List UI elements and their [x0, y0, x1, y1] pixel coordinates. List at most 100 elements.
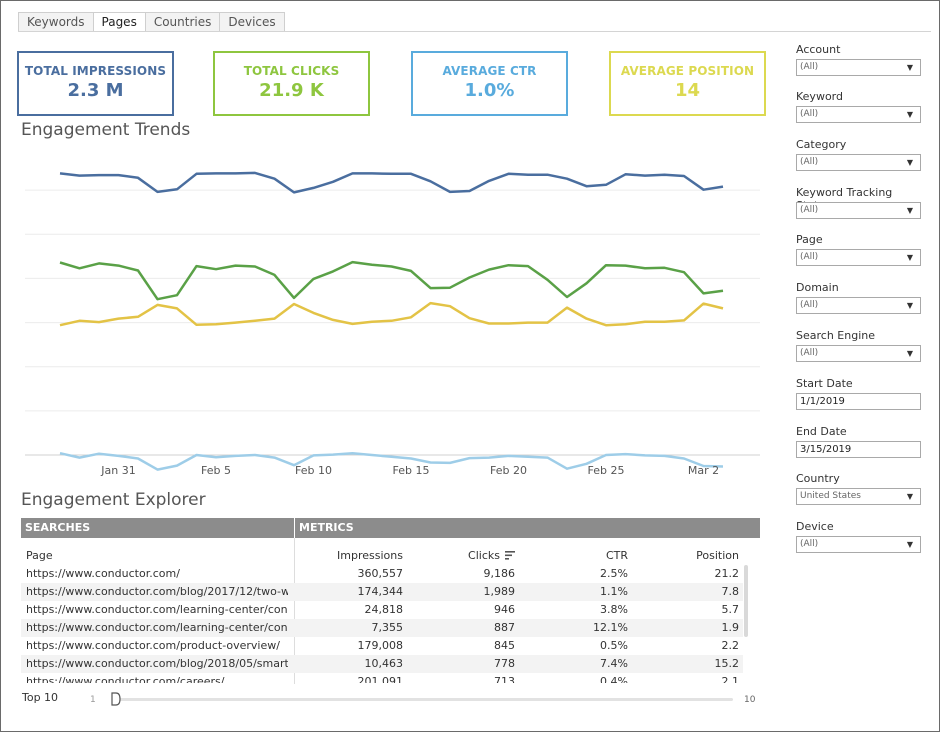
cell-ctr: 3.8% — [600, 603, 628, 616]
slider-max-label: 10 — [744, 695, 756, 705]
filter-value: 3/15/2019 — [800, 444, 852, 455]
page-dropdown[interactable]: (All) ▼ — [796, 249, 921, 266]
filter-value: United States — [800, 491, 861, 501]
filter-value: (All) — [800, 62, 819, 72]
series-line-ctr[interactable] — [59, 451, 724, 471]
device-dropdown[interactable]: (All) ▼ — [796, 536, 921, 553]
caret-down-icon[interactable]: ▼ — [906, 349, 913, 358]
filter-label: Device — [796, 520, 834, 533]
search-engine-dropdown[interactable]: (All) ▼ — [796, 345, 921, 362]
engagement-trends-chart[interactable]: Jan 31 Feb 5 Feb 10 Feb 15 Feb 20 Feb 25 Mar 2 — [25, 146, 760, 481]
filter-label: Category — [796, 138, 847, 151]
group-header-divider — [294, 518, 295, 538]
filter-value: 1/1/2019 — [800, 396, 845, 407]
filter-search-engine: Search Engine (All) ▼ — [796, 329, 921, 362]
cell-impressions: 360,557 — [357, 567, 404, 580]
caret-down-icon[interactable]: ▼ — [906, 253, 913, 262]
x-tick-label: Mar 2 — [688, 464, 719, 477]
caret-down-icon[interactable]: ▼ — [906, 63, 913, 72]
filter-keyword: Keyword (All) ▼ — [796, 90, 921, 123]
cell-position: 2.1 — [721, 675, 740, 683]
table-row[interactable]: https://www.conductor.com/blog/2018/05/s… — [21, 655, 743, 673]
series-line-position[interactable] — [59, 301, 724, 327]
tab-pages[interactable]: Pages — [93, 12, 146, 32]
country-dropdown[interactable]: United States ▼ — [796, 488, 921, 505]
kpi-label: TOTAL CLICKS — [243, 64, 340, 78]
caret-down-icon[interactable]: ▼ — [906, 301, 913, 310]
column-header-position[interactable]: Position — [696, 549, 739, 562]
cell-page[interactable]: https://www.conductor.com/blog/2018/05/s… — [26, 657, 288, 670]
tab-countries[interactable]: Countries — [145, 12, 221, 32]
cell-page[interactable]: https://www.conductor.com/careers/ — [26, 675, 225, 683]
cell-ctr: 12.1% — [593, 621, 628, 634]
filter-value: (All) — [800, 109, 819, 119]
kpi-total-impressions: TOTAL IMPRESSIONS 2.3 M — [17, 51, 174, 116]
filter-label: End Date — [796, 425, 847, 438]
cell-clicks: 1,989 — [483, 585, 516, 598]
kpi-value: 14 — [674, 80, 701, 101]
filter-value: (All) — [800, 157, 819, 167]
keyword-tracking-status-dropdown[interactable]: (All) ▼ — [796, 202, 921, 219]
cell-position: 2.2 — [721, 639, 740, 652]
account-dropdown[interactable]: (All) ▼ — [796, 59, 921, 76]
top-n-slider-handle[interactable] — [109, 692, 121, 706]
cell-impressions: 174,344 — [357, 585, 404, 598]
cell-ctr: 2.5% — [600, 567, 628, 580]
table-row[interactable]: https://www.conductor.com/learning-cente… — [21, 619, 743, 637]
column-header-page[interactable]: Page — [26, 549, 53, 562]
kpi-average-ctr: AVERAGE CTR 1.0% — [411, 51, 568, 116]
column-header-ctr[interactable]: CTR — [605, 549, 628, 562]
filter-label: Search Engine — [796, 329, 875, 342]
table-scrollbar[interactable] — [744, 565, 748, 637]
table-row[interactable]: https://www.conductor.com/learning-cente… — [21, 601, 743, 619]
caret-down-icon[interactable]: ▼ — [906, 206, 913, 215]
tab-keywords[interactable]: Keywords — [18, 12, 94, 32]
top-n-slider-track[interactable] — [117, 698, 733, 701]
start-date-input[interactable]: 1/1/2019 — [796, 393, 921, 410]
filter-value: (All) — [800, 539, 819, 549]
table-row[interactable]: https://www.conductor.com/careers/201,09… — [21, 673, 743, 683]
filter-label: Start Date — [796, 377, 853, 390]
cell-page[interactable]: https://www.conductor.com/learning-cente… — [26, 621, 288, 634]
engagement-table: Page Impressions Clicks CTR Position htt… — [21, 547, 743, 683]
column-header-impressions[interactable]: Impressions — [337, 549, 403, 562]
filter-device: Device (All) ▼ — [796, 520, 921, 553]
caret-down-icon[interactable]: ▼ — [906, 492, 913, 501]
table-row[interactable]: https://www.conductor.com/product-overvi… — [21, 637, 743, 655]
kpi-value: 1.0% — [464, 80, 515, 101]
filter-label: Keyword Tracking Status — [796, 186, 893, 212]
table-row[interactable]: https://www.conductor.com/blog/2017/12/t… — [21, 583, 743, 601]
caret-down-icon[interactable]: ▼ — [906, 158, 913, 167]
series-line-clicks[interactable] — [59, 260, 724, 301]
domain-dropdown[interactable]: (All) ▼ — [796, 297, 921, 314]
sort-descending-icon[interactable] — [505, 550, 515, 563]
category-dropdown[interactable]: (All) ▼ — [796, 154, 921, 171]
engagement-explorer-title: Engagement Explorer — [21, 490, 206, 510]
column-header-clicks[interactable]: Clicks — [468, 549, 500, 562]
caret-down-icon[interactable]: ▼ — [906, 110, 913, 119]
filter-label: Page — [796, 233, 823, 246]
filter-value: (All) — [800, 300, 819, 310]
cell-ctr: 0.5% — [600, 639, 628, 652]
cell-position: 15.2 — [714, 657, 740, 670]
cell-clicks: 946 — [494, 603, 515, 616]
end-date-input[interactable]: 3/15/2019 — [796, 441, 921, 458]
cell-page[interactable]: https://www.conductor.com/ — [26, 567, 180, 580]
kpi-value: 2.3 M — [67, 80, 124, 101]
table-row[interactable]: https://www.conductor.com/360,557 9,186 2.… — [21, 565, 743, 583]
x-tick-label: Feb 20 — [490, 464, 527, 477]
cell-page[interactable]: https://www.conductor.com/blog/2017/12/t… — [26, 585, 288, 598]
filter-start-date: Start Date 1/1/2019 — [796, 377, 921, 410]
filter-label: Account — [796, 43, 841, 56]
caret-down-icon[interactable]: ▼ — [906, 540, 913, 549]
keyword-dropdown[interactable]: (All) ▼ — [796, 106, 921, 123]
x-tick-label: Feb 10 — [295, 464, 332, 477]
series-line-impressions[interactable] — [59, 171, 724, 194]
cell-page[interactable]: https://www.conductor.com/product-overvi… — [26, 639, 280, 652]
tab-devices[interactable]: Devices — [220, 12, 285, 32]
metrics-group-header: METRICS — [299, 521, 354, 534]
cell-clicks: 845 — [494, 639, 515, 652]
cell-page[interactable]: https://www.conductor.com/learning-cente… — [26, 603, 288, 616]
filter-domain: Domain (All) ▼ — [796, 281, 921, 314]
